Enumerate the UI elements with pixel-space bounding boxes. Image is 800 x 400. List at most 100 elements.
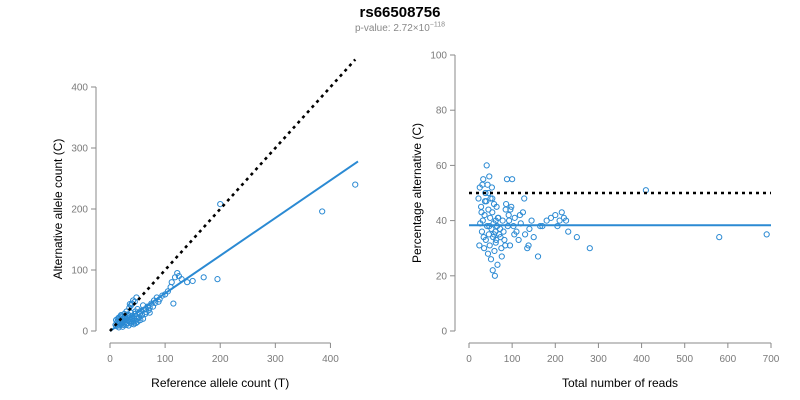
data-point xyxy=(126,301,133,308)
data-point xyxy=(534,253,542,260)
data-point xyxy=(184,279,191,286)
y-tick-label: 100 xyxy=(430,51,447,62)
data-point xyxy=(481,198,489,205)
data-point xyxy=(521,231,529,238)
y-tick-label: 400 xyxy=(71,83,88,94)
data-point xyxy=(189,277,196,285)
y-axis-title: Percentage alternative (C) xyxy=(410,123,424,263)
data-point xyxy=(214,276,221,283)
data-point xyxy=(119,313,126,320)
x-tick-label: 200 xyxy=(547,354,564,365)
data-point xyxy=(503,200,510,208)
y-tick-label: 300 xyxy=(71,144,88,155)
data-point xyxy=(493,203,500,210)
data-point xyxy=(494,261,501,268)
data-point xyxy=(562,217,570,224)
y-tick-label: 0 xyxy=(82,327,88,338)
data-point xyxy=(521,195,528,202)
x-tick-label: 300 xyxy=(267,354,284,365)
scatter-plot-allele-counts: 0 100 200 300 400 0 100 200 300 400 Reference alle… xyxy=(51,58,359,390)
data-point xyxy=(480,234,487,241)
data-point xyxy=(511,231,518,238)
x-tick-label: 0 xyxy=(107,354,113,365)
y-tick-label: 20 xyxy=(436,271,448,282)
data-point xyxy=(508,203,515,210)
data-point xyxy=(164,288,171,295)
data-point xyxy=(552,211,559,219)
y-tick-label: 40 xyxy=(436,216,448,227)
data-point xyxy=(487,195,494,202)
data-point xyxy=(565,228,572,235)
data-point xyxy=(489,209,496,216)
data-point xyxy=(477,203,485,210)
data-point xyxy=(476,242,483,249)
x-tick-label: 100 xyxy=(157,354,174,365)
y-tick-label: 100 xyxy=(71,266,88,277)
data-point xyxy=(489,195,496,202)
data-point xyxy=(487,256,495,263)
x-axis-title: Reference allele count (T) xyxy=(151,376,289,390)
x-tick-label: 500 xyxy=(676,354,693,365)
data-point xyxy=(475,195,482,202)
data-point xyxy=(483,162,490,169)
data-point xyxy=(547,214,555,221)
data-point xyxy=(174,269,181,277)
data-point xyxy=(498,253,505,260)
data-point xyxy=(530,234,537,241)
data-point xyxy=(491,247,498,255)
x-tick-label: 300 xyxy=(590,354,607,365)
data-point xyxy=(556,217,563,224)
data-point xyxy=(494,214,502,221)
data-point xyxy=(130,297,137,304)
x-tick-label: 400 xyxy=(633,354,650,365)
data-point xyxy=(509,176,516,183)
data-point xyxy=(478,209,485,216)
data-point xyxy=(168,279,175,286)
x-tick-label: 700 xyxy=(763,354,780,365)
data-point xyxy=(480,176,487,183)
data-point xyxy=(352,181,359,188)
data-point xyxy=(200,274,207,281)
data-point xyxy=(491,272,498,279)
y-tick-label: 0 xyxy=(441,327,447,338)
data-point xyxy=(217,201,224,208)
data-point xyxy=(486,173,493,180)
x-tick-label: 400 xyxy=(322,354,339,365)
data-point xyxy=(515,236,522,244)
x-tick-label: 0 xyxy=(466,354,472,365)
data-point xyxy=(490,231,498,238)
data-point xyxy=(319,208,326,215)
data-point xyxy=(500,228,507,235)
data-point xyxy=(146,309,153,316)
data-point xyxy=(573,234,580,241)
scatter-plot-percentage: 0 100 200 300 400 500 600 700 0 20 40 60 80 100 Total … xyxy=(410,51,780,391)
data-point xyxy=(131,319,138,326)
data-point xyxy=(528,217,535,224)
p-value-exponent: −118 xyxy=(429,21,446,29)
data-point xyxy=(716,234,723,241)
data-point xyxy=(488,184,495,191)
data-point xyxy=(503,176,511,183)
data-point xyxy=(499,217,506,224)
y-axis-title: Alternative allele count (C) xyxy=(51,139,65,280)
data-point xyxy=(484,250,492,257)
x-tick-label: 200 xyxy=(212,354,229,365)
data-point xyxy=(497,234,504,241)
data-point xyxy=(586,245,593,252)
data-point xyxy=(511,214,518,221)
data-point xyxy=(139,315,147,322)
data-point xyxy=(526,225,533,232)
y-tick-label: 60 xyxy=(436,161,448,172)
y-tick-label: 200 xyxy=(71,205,88,216)
data-point xyxy=(486,242,493,249)
data-point xyxy=(127,302,135,309)
data-point xyxy=(525,242,532,249)
data-point xyxy=(502,242,509,249)
data-point xyxy=(506,217,513,224)
chart-subtitle: p-value: 2.72×10−118 xyxy=(0,22,800,36)
data-point xyxy=(493,236,500,244)
data-point xyxy=(507,206,514,213)
data-point xyxy=(492,239,499,246)
data-point xyxy=(516,211,524,219)
